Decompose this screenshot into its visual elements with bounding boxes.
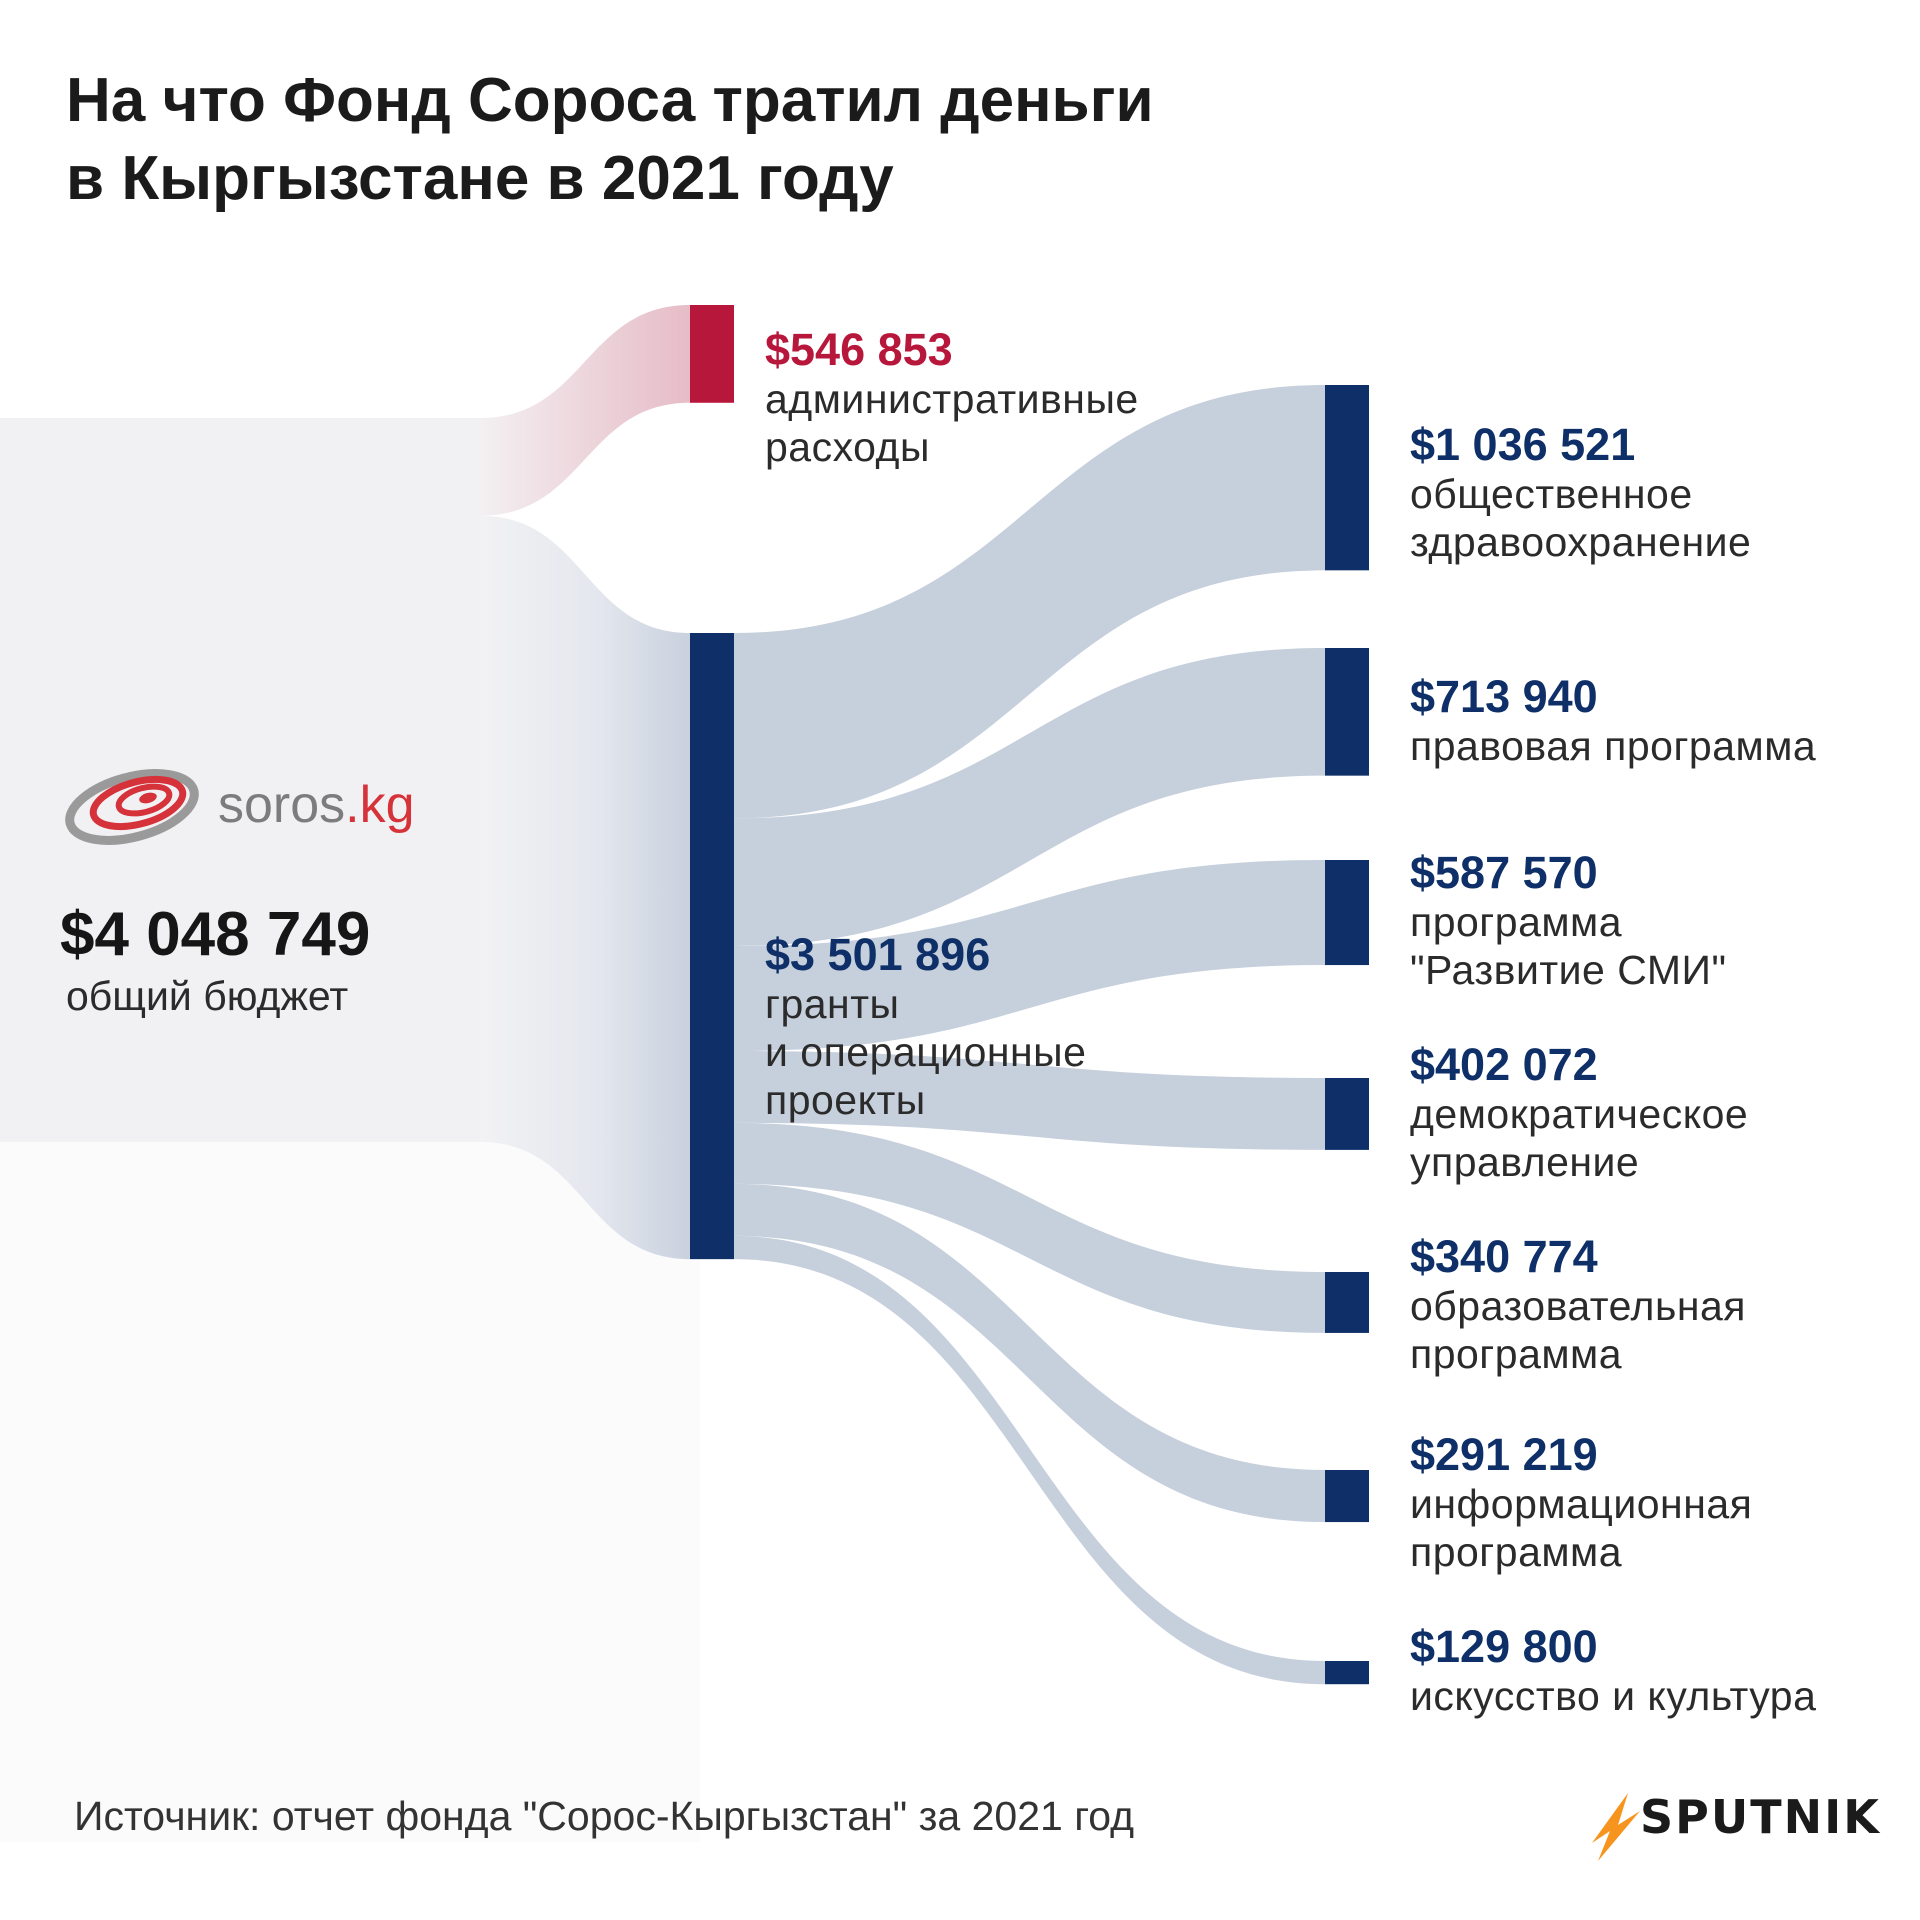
admin-desc-line-1: административные xyxy=(765,376,1139,422)
program-5-desc-line-1: образовательная xyxy=(1410,1283,1746,1329)
admin-label: $546 853 административные расходы xyxy=(765,325,1139,471)
program-label-2: $713 940 правовая программа xyxy=(1410,672,1816,770)
logo-text-tld: .kg xyxy=(345,776,415,834)
node-program-2 xyxy=(1325,648,1369,776)
program-amount: $713 940 xyxy=(1410,671,1598,722)
logo-wordmark: soros.kg xyxy=(218,775,415,835)
node-grants xyxy=(690,633,734,1260)
background-fade xyxy=(0,1141,700,1842)
program-3-desc-line-1: программа xyxy=(1410,899,1623,945)
grants-amount: $3 501 896 xyxy=(765,929,991,980)
program-3-desc-line-2: "Развитие СМИ" xyxy=(1410,947,1727,993)
total-amount: $4 048 749 xyxy=(60,900,371,969)
program-desc: информационная программа xyxy=(1410,1480,1752,1576)
program-6-desc-line-2: программа xyxy=(1410,1529,1623,1575)
flow-program-6 xyxy=(734,1183,1325,1523)
flow-admin xyxy=(480,305,690,516)
grants-label: $3 501 896 гранты и операционные проекты xyxy=(765,930,1086,1124)
node-program-1 xyxy=(1325,385,1369,571)
node-program-3 xyxy=(1325,860,1369,966)
program-amount: $1 036 521 xyxy=(1410,419,1636,470)
program-label-5: $340 774 образовательная программа xyxy=(1410,1232,1746,1378)
grants-desc: гранты и операционные проекты xyxy=(765,980,1086,1124)
grants-desc-line-1: гранты xyxy=(765,981,900,1027)
flow-program-5 xyxy=(734,1122,1325,1333)
program-desc: общественное здравоохранение xyxy=(1410,470,1751,566)
flow-program-3 xyxy=(734,860,1325,1052)
sputnik-logo-icon xyxy=(1592,1793,1640,1861)
admin-desc-line-2: расходы xyxy=(765,424,930,470)
flow-program-2 xyxy=(734,648,1325,946)
program-amount: $402 072 xyxy=(1410,1039,1598,1090)
node-program-6 xyxy=(1325,1470,1369,1523)
program-amount: $340 774 xyxy=(1410,1231,1598,1282)
flow-grants xyxy=(480,515,690,1260)
program-6-desc-line-1: информационная xyxy=(1410,1481,1753,1527)
title-line-2: в Кыргызстане в 2021 году xyxy=(66,144,894,213)
program-amount: $587 570 xyxy=(1410,847,1598,898)
title-line-1: На что Фонд Сороса тратил деньги xyxy=(66,66,1154,135)
total-label: общий бюджет xyxy=(66,973,349,1019)
program-1-desc-line-1: общественное xyxy=(1410,471,1693,517)
program-4-desc-line-2: управление xyxy=(1410,1139,1640,1185)
program-desc: искусство и культура xyxy=(1410,1672,1816,1720)
total-budget: $4 048 749 общий бюджет xyxy=(60,900,370,1022)
program-label-4: $402 072 демократическое управление xyxy=(1410,1040,1748,1186)
program-4-desc-line-1: демократическое xyxy=(1410,1091,1749,1137)
program-2-desc-line-1: правовая программа xyxy=(1410,723,1817,769)
program-desc: программа "Развитие СМИ" xyxy=(1410,898,1727,994)
grants-desc-line-3: проекты xyxy=(765,1077,926,1123)
source-note: Источник: отчет фонда "Сорос-Кыргызстан"… xyxy=(74,1793,1135,1839)
total-budget-band xyxy=(0,418,480,1142)
grants-desc-line-2: и операционные xyxy=(765,1029,1087,1075)
program-1-desc-line-2: здравоохранение xyxy=(1410,519,1752,565)
program-label-6: $291 219 информационная программа xyxy=(1410,1430,1752,1576)
program-amount: $129 800 xyxy=(1410,1621,1598,1672)
program-desc: правовая программа xyxy=(1410,722,1816,770)
program-5-desc-line-2: программа xyxy=(1410,1331,1623,1377)
program-amount: $291 219 xyxy=(1410,1429,1598,1480)
flow-program-4 xyxy=(734,1051,1325,1150)
flow-program-7 xyxy=(734,1235,1325,1685)
admin-amount: $546 853 xyxy=(765,324,953,375)
program-desc: образовательная программа xyxy=(1410,1282,1746,1378)
program-7-desc-line-1: искусство и культура xyxy=(1410,1673,1817,1719)
brand-wordmark: SPUTNIK xyxy=(1640,1790,1881,1844)
program-label-1: $1 036 521 общественное здравоохранение xyxy=(1410,420,1751,566)
node-program-5 xyxy=(1325,1272,1369,1333)
node-program-7 xyxy=(1325,1661,1369,1685)
admin-desc: административные расходы xyxy=(765,375,1139,471)
page-title: На что Фонд Сороса тратил деньги в Кыргы… xyxy=(66,62,1566,218)
node-program-4 xyxy=(1325,1078,1369,1150)
node-admin xyxy=(690,305,734,403)
program-label-3: $587 570 программа "Развитие СМИ" xyxy=(1410,848,1727,994)
program-desc: демократическое управление xyxy=(1410,1090,1748,1186)
soros-logo-icon xyxy=(65,769,199,845)
program-label-7: $129 800 искусство и культура xyxy=(1410,1622,1816,1720)
flow-program-1 xyxy=(734,385,1325,819)
logo-text-main: soros xyxy=(218,776,346,834)
